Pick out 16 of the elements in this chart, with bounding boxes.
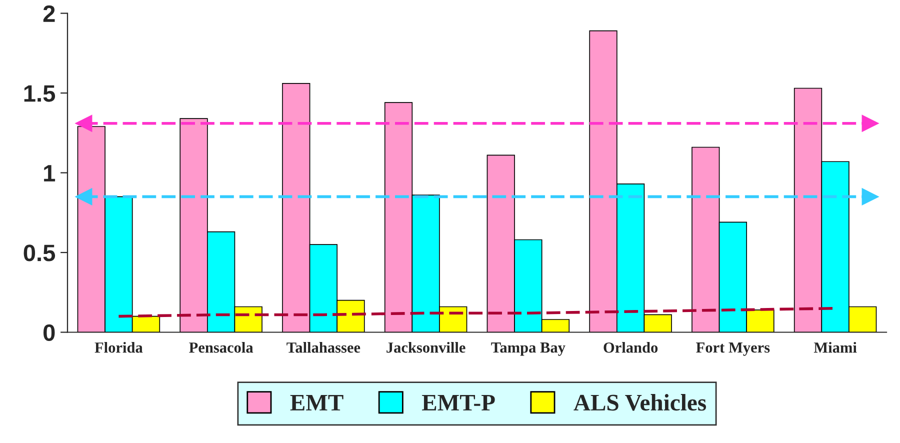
- x-tick-label: Tampa Bay: [491, 342, 566, 356]
- x-tick-label: Tallahassee: [286, 342, 360, 353]
- x-tick-label: Orlando: [604, 342, 658, 353]
- x-tick-label: Pensacola: [189, 342, 254, 353]
- y-tick-label: 1.5: [24, 85, 56, 102]
- y-tick-label: 0: [44, 324, 55, 342]
- x-tick-label: Fort Myers: [696, 342, 770, 356]
- legend-label: EMT-P: [422, 394, 495, 410]
- y-tick-label: 1: [44, 165, 56, 182]
- x-tick-label: Miami: [814, 342, 857, 353]
- x-tick-label: Florida: [94, 342, 143, 353]
- legend-label: ALS Vehicles: [574, 394, 706, 411]
- x-tick-label: Jacksonville: [386, 342, 466, 353]
- y-tick-label: 2: [43, 5, 55, 22]
- legend-label: EMT: [290, 394, 344, 410]
- y-tick-label: 0.5: [24, 244, 56, 262]
